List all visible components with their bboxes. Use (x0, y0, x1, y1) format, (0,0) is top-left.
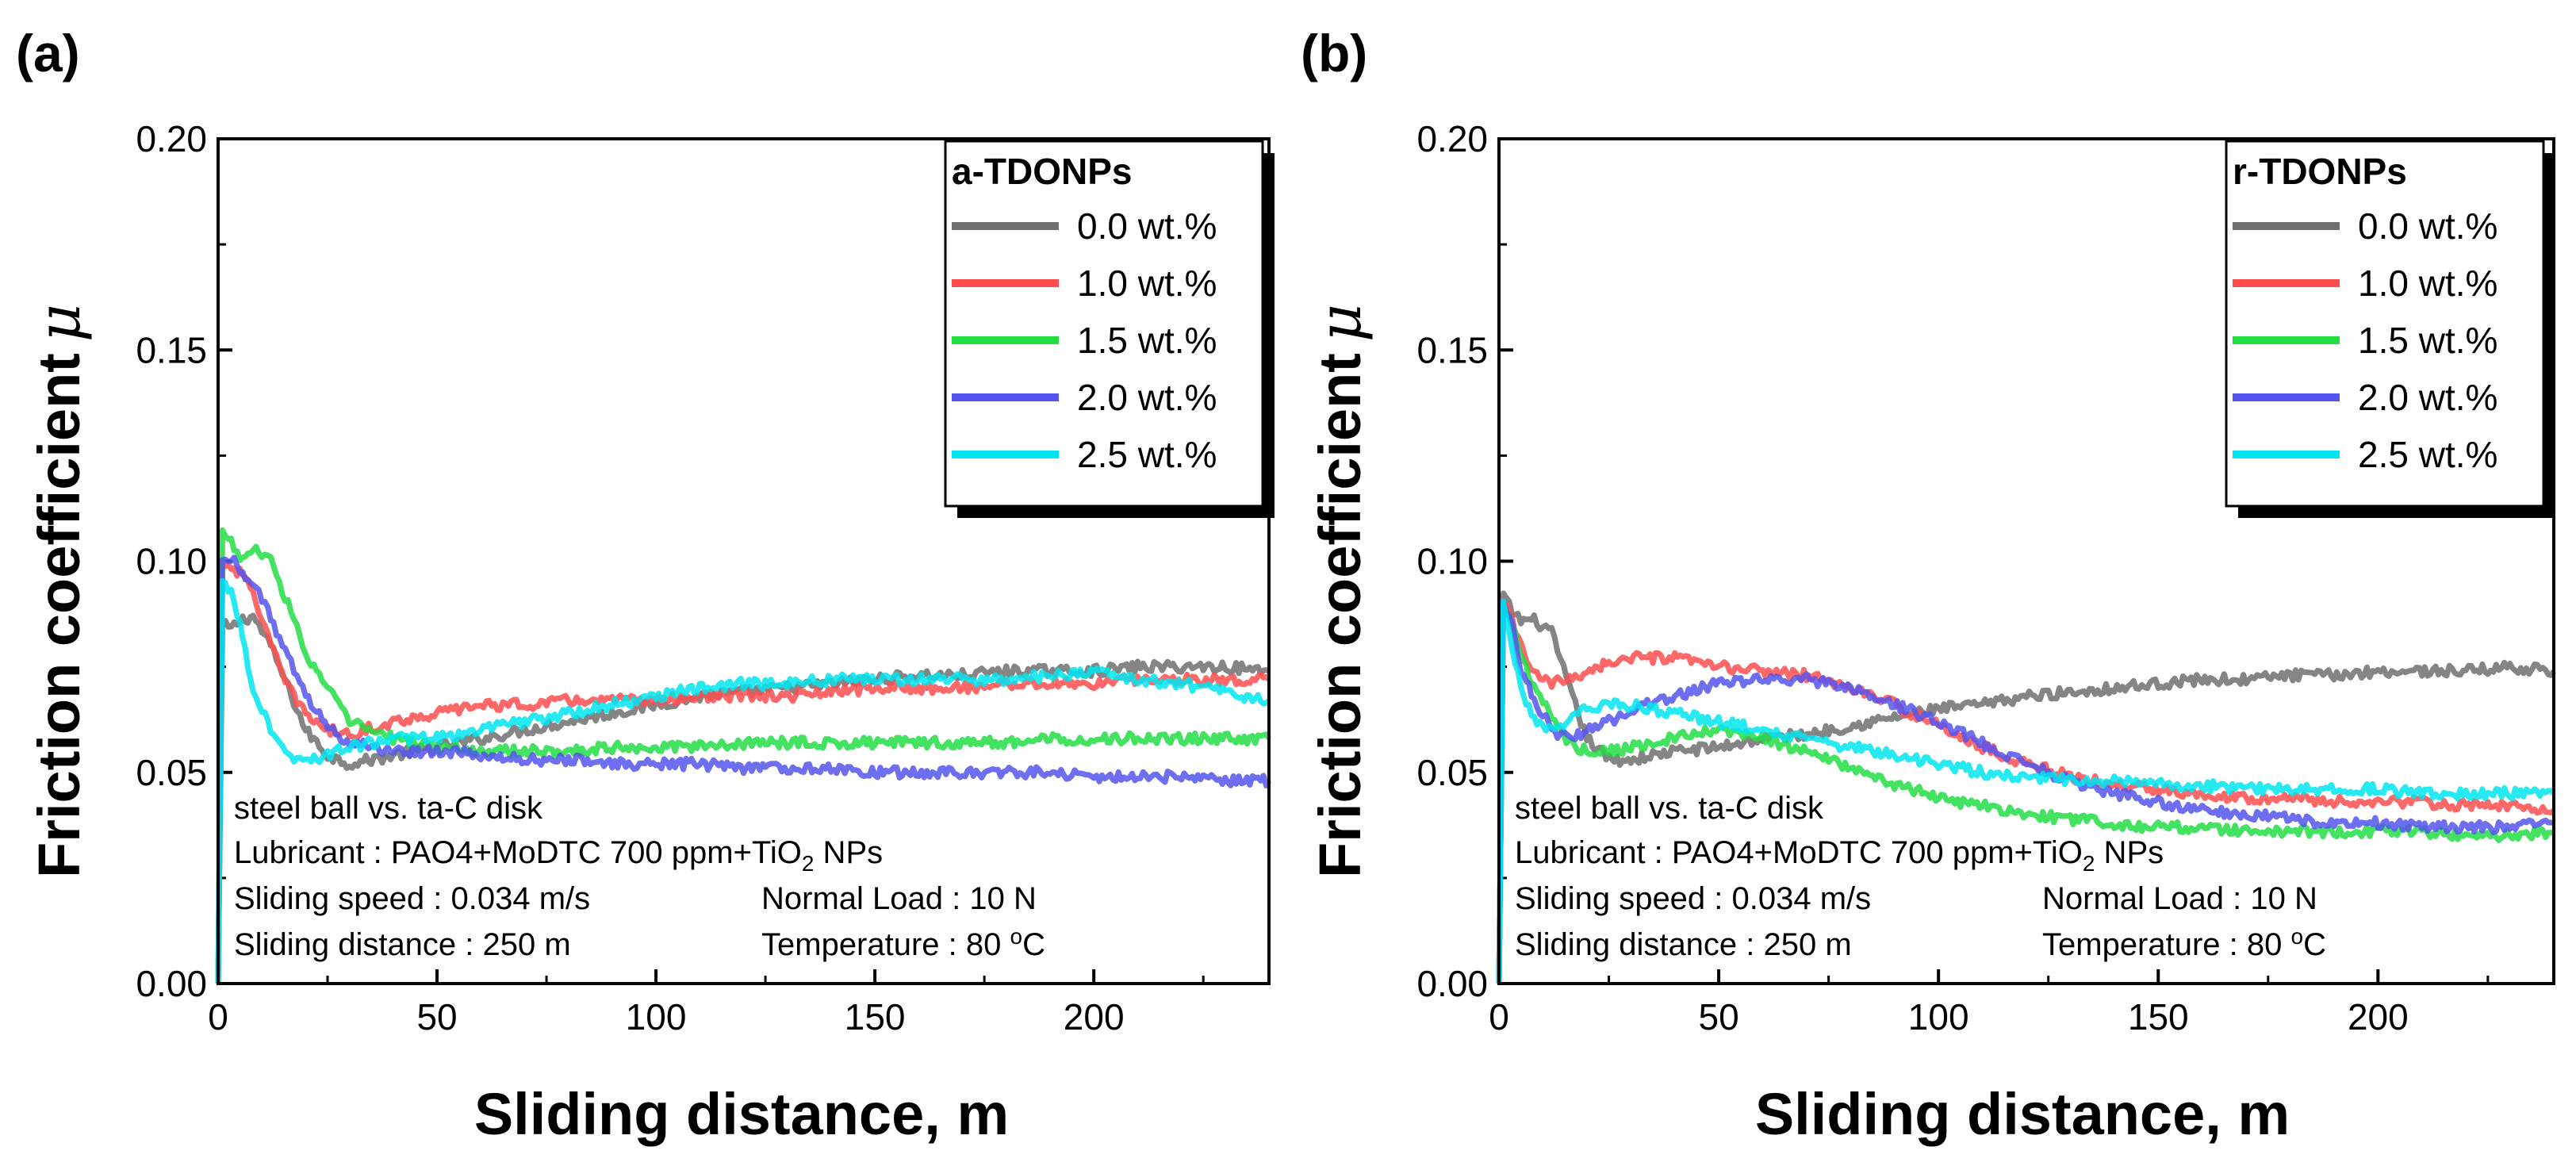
panel-a-legend-label-1: 1.0 wt.% (1077, 263, 1217, 304)
panel-b-legend-items: 0.0 wt.% 1.0 wt.% 1.5 wt.% 2.0 wt.% 2.5 wt.% (2233, 205, 2497, 475)
panel-a-ytick-label-0: 0.00 (136, 963, 207, 1004)
panel-b-annot-load: Normal Load : 10 N (2042, 881, 2317, 916)
panel-b-legend-label-4: 2.5 wt.% (2358, 434, 2497, 475)
panel-b-legend-box (2225, 140, 2545, 508)
panel-a-ylabel: Friction coefficient μ (25, 304, 94, 878)
panel-a-xtick-label-2: 100 (626, 996, 687, 1038)
panel-b-xtick-label-2: 100 (1908, 996, 1969, 1038)
panel-b-annot-distance: Sliding distance : 250 m (1515, 927, 1852, 962)
panel-b-ytick-label-0: 0.00 (1416, 963, 1488, 1004)
panel-a-ytick-label-4: 0.20 (136, 118, 207, 159)
panel-a-legend-label-0: 0.0 wt.% (1077, 205, 1217, 247)
panel-a-xtick-label-0: 0 (208, 996, 228, 1038)
panel-a-ytick-label-1: 0.05 (136, 752, 207, 793)
panel-a-series-line-1 (215, 557, 1271, 984)
panel-a-legend-label-4: 2.5 wt.% (1077, 434, 1217, 475)
panel-a-xlabel: Sliding distance, m (474, 1081, 1009, 1147)
panel-b-letter: (b) (1301, 24, 1367, 82)
panel-b-annot-2: Lubricant : PAO4+MoDTC 700 ppm+TiO2 NPs (1515, 835, 2164, 876)
panel-b-ytick-label-4: 0.20 (1416, 118, 1488, 159)
panel-b-annot-temp: Temperature : 80 oC (2042, 924, 2326, 962)
panel-a-legend-label-2: 1.5 wt.% (1077, 320, 1217, 361)
panel-b-plot-frame (1497, 137, 2555, 985)
panel-a-legend-items: 0.0 wt.% 1.0 wt.% 1.5 wt.% 2.0 wt.% 2.5 wt.% (952, 205, 1217, 475)
panel-b-ytick-label-3: 0.15 (1416, 329, 1488, 370)
panel-a-legend-title: a-TDONPs (952, 151, 1132, 192)
panel-a-letter: (a) (16, 24, 80, 82)
panel-b-ytick-label-1: 0.05 (1416, 752, 1488, 793)
panel-a-ytick-label-3: 0.15 (136, 329, 207, 370)
panel-b-legend-label-0: 0.0 wt.% (2358, 205, 2497, 247)
panel-a-annot-temp: Temperature : 80 oC (761, 924, 1045, 962)
panel-b: (b) Friction coefficient μ Sliding distan… (1301, 24, 2556, 1147)
panel-a-annotations: steel ball vs. ta-C disk Lubricant : PAO… (234, 791, 1045, 962)
panel-b-legend-label-3: 2.0 wt.% (2358, 377, 2497, 418)
panel-a-plot-frame (217, 137, 1271, 985)
panel-b-series (1496, 590, 2556, 984)
panel-a-annot-load: Normal Load : 10 N (761, 881, 1037, 916)
panel-a-annot-speed: Sliding speed : 0.034 m/s (234, 881, 590, 916)
panel-a-legend-box (944, 140, 1264, 508)
panel-a-annot-distance: Sliding distance : 250 m (234, 927, 571, 962)
panel-a-xtick-label-1: 50 (416, 996, 457, 1038)
panel-b-xtick-label-1: 50 (1698, 996, 1738, 1038)
panel-b-ticks: 0.00 0.05 0.10 0.15 0.20 0 50 100 150 200 (1416, 118, 2490, 1038)
panel-a-xtick-label-3: 150 (845, 996, 906, 1038)
panel-a: (a) Friction coefficient μ Sliding distan… (16, 24, 1275, 1147)
panel-a-series (215, 527, 1272, 984)
panel-b-xtick-label-0: 0 (1489, 996, 1509, 1038)
panel-a-ylabel-symbol: μ (25, 304, 94, 342)
panel-b-ylabel: Friction coefficient μ (1306, 304, 1374, 878)
panel-a-ylabel-text: Friction coefficient (26, 353, 92, 878)
panel-b-series-line-3 (1496, 598, 2555, 984)
panel-a-series-line-4 (215, 577, 1271, 984)
panel-a-ticks: 0.00 0.05 0.10 0.15 0.20 0 50 100 150 200 (136, 118, 1205, 1038)
panel-a-annot-2: Lubricant : PAO4+MoDTC 700 ppm+TiO2 NPs (234, 835, 883, 876)
panel-b-ylabel-text: Friction coefficient (1307, 353, 1373, 878)
panel-b-ylabel-symbol: μ (1306, 304, 1374, 342)
panel-b-legend-title: r-TDONPs (2233, 151, 2407, 192)
panel-b-annot-1: steel ball vs. ta-C disk (1515, 791, 1824, 826)
panel-a-series-line-3 (215, 554, 1272, 984)
panel-b-xtick-label-4: 200 (2348, 996, 2409, 1038)
panel-b-series-line-0 (1496, 590, 2556, 984)
panel-b-xtick-label-3: 150 (2128, 996, 2189, 1038)
panel-b-legend: r-TDONPs 0.0 wt.% 1.0 wt.% 1.5 wt.% 2.0 wt.… (2225, 140, 2555, 518)
panel-a-xtick-label-4: 200 (1064, 996, 1125, 1038)
panel-b-legend-label-1: 1.0 wt.% (2358, 263, 2497, 304)
panel-b-annotations: steel ball vs. ta-C disk Lubricant : PAO… (1515, 791, 2326, 962)
panel-a-legend-label-3: 2.0 wt.% (1077, 377, 1217, 418)
panel-b-annot-speed: Sliding speed : 0.034 m/s (1515, 881, 1871, 916)
panel-a-ytick-label-2: 0.10 (136, 541, 207, 582)
panel-b-xlabel: Sliding distance, m (1755, 1081, 2290, 1147)
panel-b-series-line-4 (1496, 598, 2556, 984)
svg-text:Friction coefficientμ: Friction coefficient μ (1306, 304, 1374, 878)
panel-b-legend-label-2: 1.5 wt.% (2358, 320, 2497, 361)
svg-text:Friction coefficientμ: Friction coefficient μ (25, 304, 94, 878)
panel-a-annot-1: steel ball vs. ta-C disk (234, 791, 543, 826)
panel-a-legend: a-TDONPs 0.0 wt.% 1.0 wt.% 1.5 wt.% 2.0 wt.… (944, 140, 1275, 518)
panel-b-ytick-label-2: 0.10 (1416, 541, 1488, 582)
